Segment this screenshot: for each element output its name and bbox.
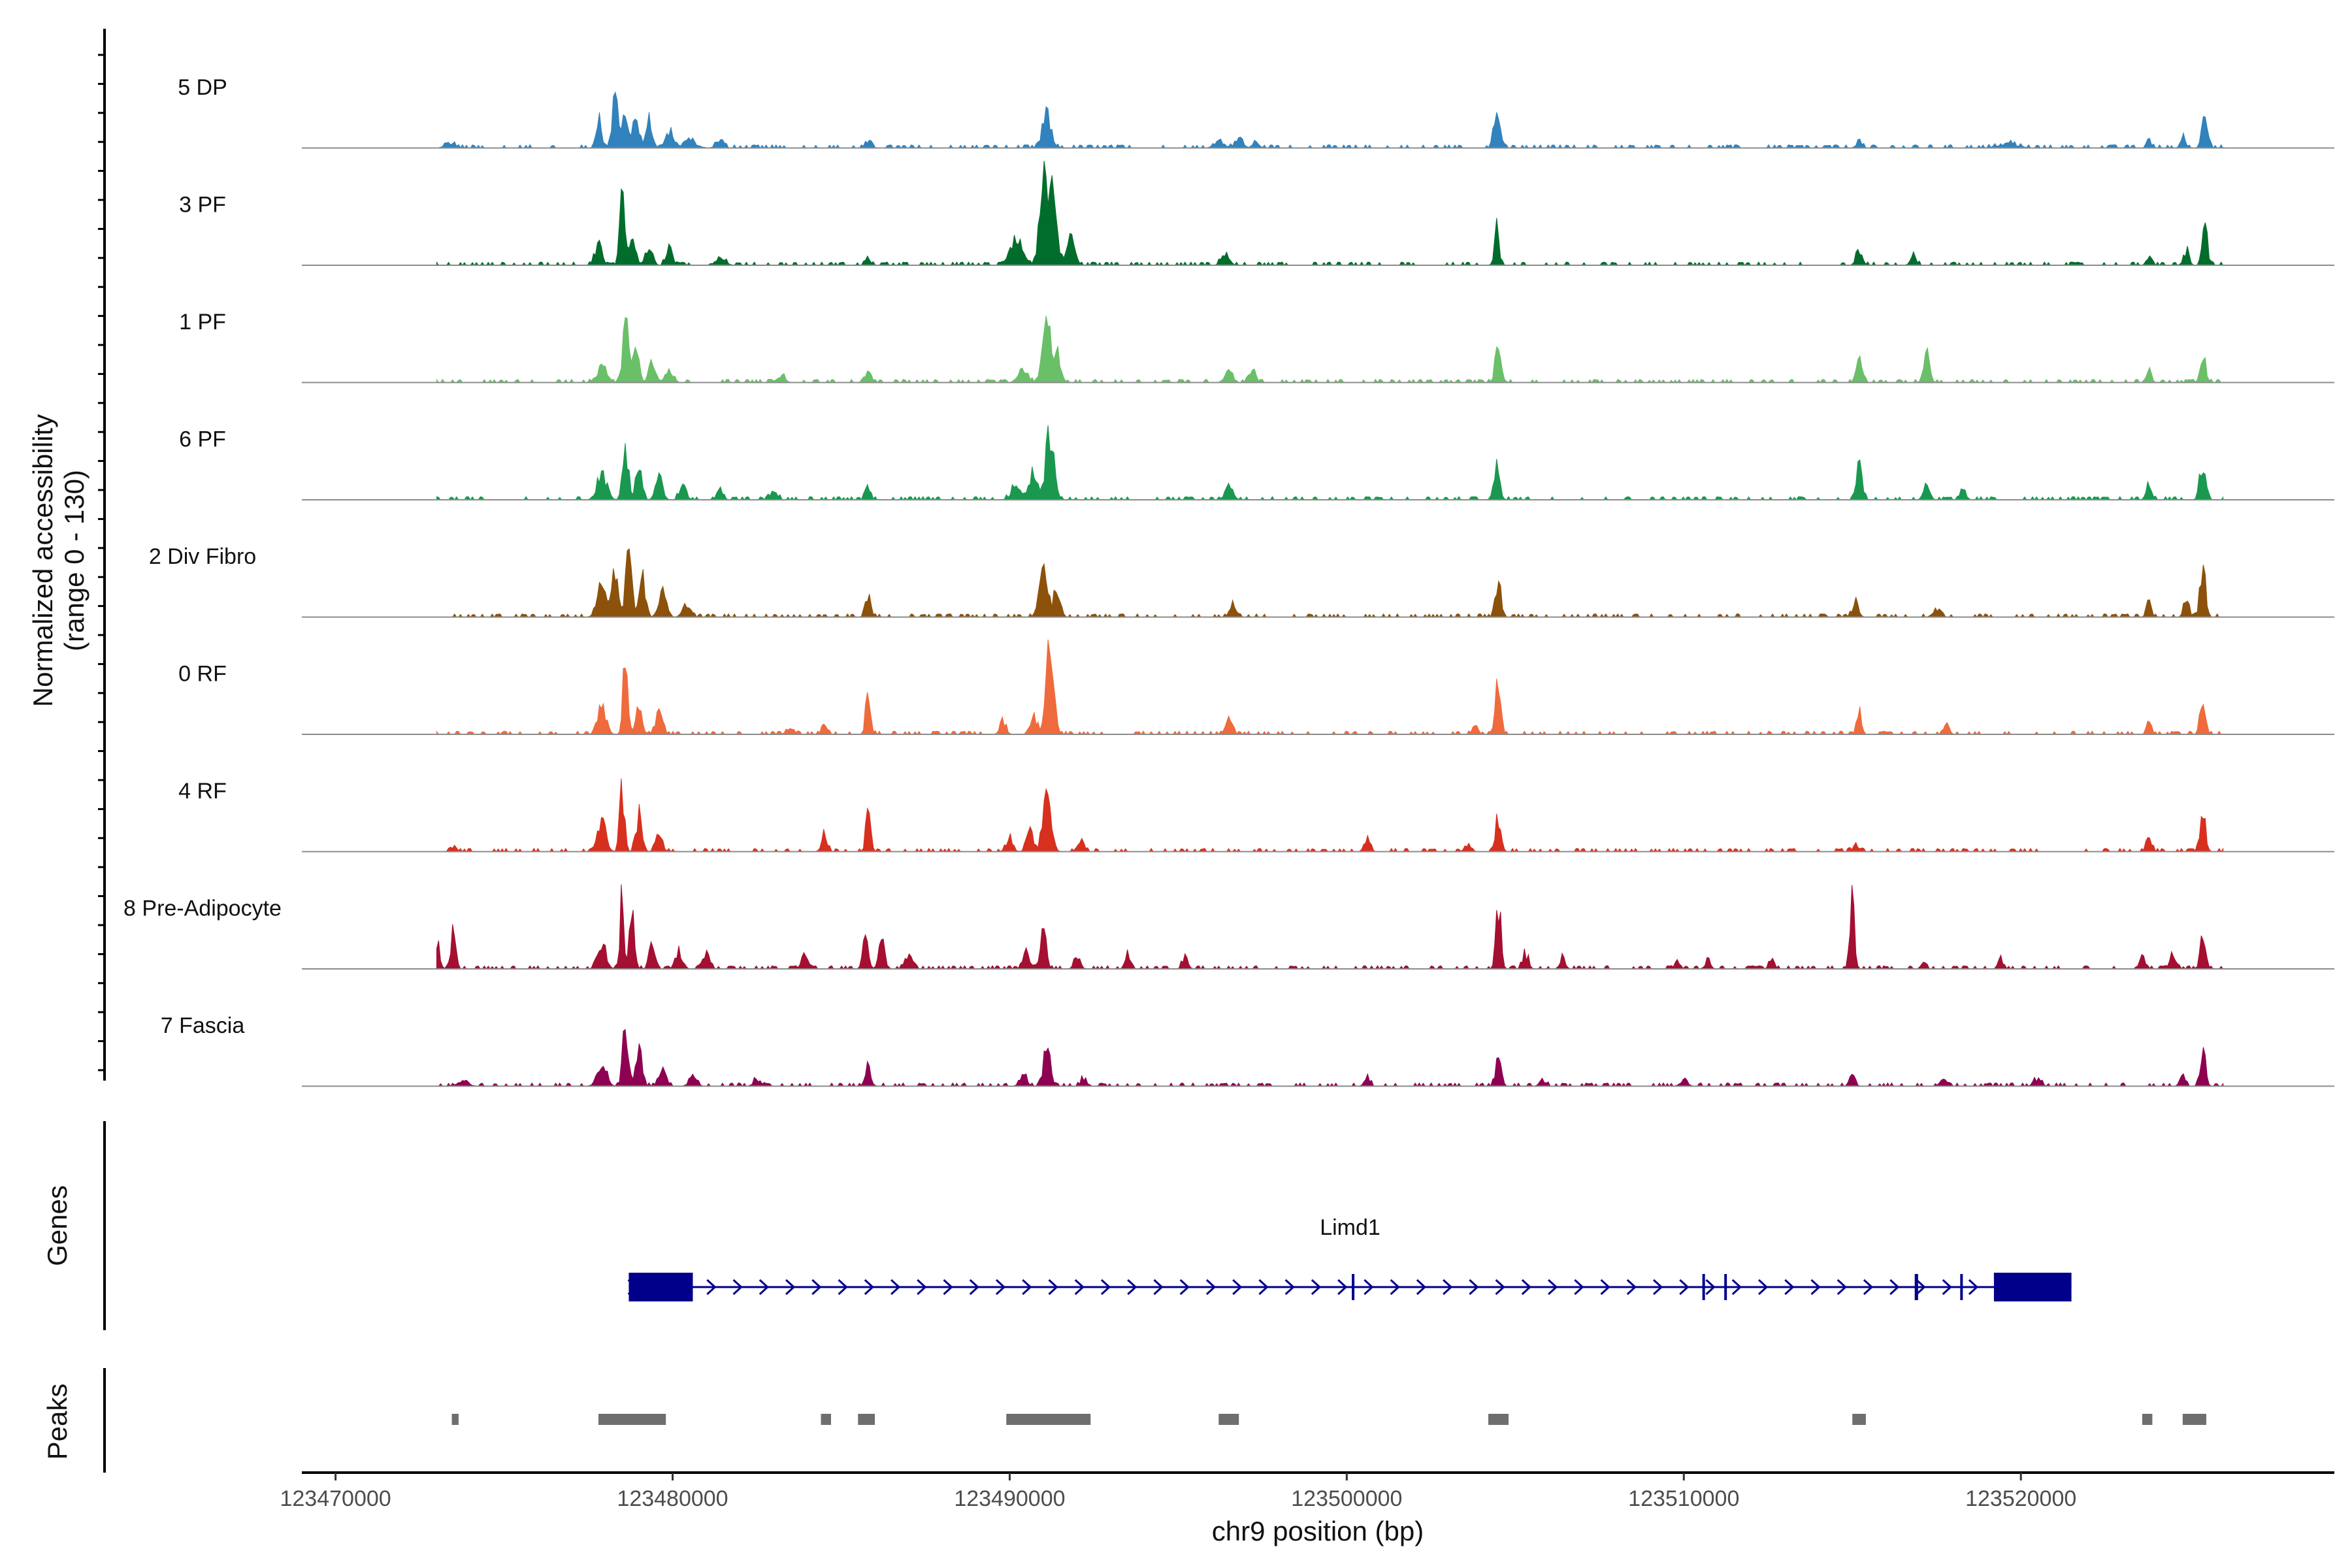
strand-arrow [1548, 1279, 1558, 1296]
peak-region [2142, 1414, 2153, 1425]
track-label: 4 RF [178, 779, 227, 804]
gene-exon [1914, 1274, 1918, 1300]
strand-arrow [1626, 1279, 1637, 1296]
strand-arrow [1284, 1279, 1295, 1296]
strand-arrow [917, 1279, 927, 1296]
peak-region [1852, 1414, 1866, 1425]
y-axis-title-line2: (range 0 - 130) [59, 470, 90, 651]
strand-arrow [1100, 1279, 1111, 1296]
strand-arrow [1311, 1279, 1322, 1296]
strand-arrow [1521, 1279, 1532, 1296]
gene-track [627, 1273, 2072, 1301]
track-label: 7 Fascia [161, 1013, 245, 1038]
strand-arrow [1337, 1279, 1348, 1296]
gene-exon [1702, 1274, 1705, 1300]
peaks-panel-label: Peaks [42, 1384, 73, 1460]
strand-arrow [1942, 1279, 1952, 1296]
strand-arrow [1837, 1279, 1847, 1296]
peak-region [2182, 1414, 2206, 1425]
x-axis-ticks: 123470000 123480000 123490000 123500000 1235… [280, 1473, 2076, 1511]
x-axis-tick-label: 123480000 [617, 1486, 728, 1511]
peak-region [1218, 1414, 1239, 1425]
strand-arrow [969, 1279, 979, 1296]
peak-region [821, 1414, 831, 1425]
strand-arrow [1757, 1279, 1769, 1296]
strand-arrow [1048, 1279, 1058, 1296]
strand-arrow [1390, 1279, 1400, 1296]
strand-arrow [1968, 1279, 1979, 1296]
strand-arrow [864, 1279, 874, 1296]
strand-arrow [1258, 1279, 1269, 1296]
strand-arrow [1784, 1279, 1795, 1296]
strand-arrow [1153, 1279, 1164, 1296]
peak-region [598, 1414, 666, 1425]
y-axis-title-line1: Normalized accessibility [27, 414, 58, 707]
gene-name-label: Limd1 [1320, 1215, 1380, 1240]
strand-arrow [1705, 1279, 1716, 1296]
strand-arrow [995, 1279, 1006, 1296]
track-label: 2 Div Fibro [149, 544, 256, 569]
strand-arrow [1653, 1279, 1663, 1296]
track-label: 3 PF [179, 193, 226, 218]
strand-arrow [706, 1279, 717, 1296]
strand-arrow [1916, 1279, 1926, 1296]
strand-arrow [1443, 1279, 1453, 1296]
x-axis-tick-label: 123490000 [954, 1486, 1065, 1511]
track-label: 8 Pre-Adipocyte [123, 896, 282, 921]
strand-arrow [1416, 1279, 1427, 1296]
peak-region [1006, 1414, 1091, 1425]
gene-exon [629, 1273, 693, 1301]
strand-arrow [1127, 1279, 1137, 1296]
track-signal [436, 425, 2224, 500]
strand-arrow [1889, 1279, 1900, 1296]
strand-arrow [1863, 1279, 1874, 1296]
strand-arrow [1600, 1279, 1610, 1296]
x-axis-tick-label: 123500000 [1291, 1486, 1402, 1511]
peak-region [858, 1414, 875, 1425]
gene-exon [1993, 1273, 2072, 1301]
track-label: 0 RF [178, 662, 227, 687]
strand-arrow [811, 1279, 822, 1296]
strand-arrow [1469, 1279, 1479, 1296]
x-axis-tick-label: 123470000 [280, 1486, 391, 1511]
strand-arrow [1810, 1279, 1821, 1296]
strand-arrow [1205, 1279, 1217, 1296]
strand-arrow [1022, 1279, 1032, 1296]
gene-exon [1724, 1274, 1727, 1300]
gene-exon [1960, 1274, 1963, 1300]
strand-arrow [1495, 1279, 1505, 1296]
strand-arrow [1232, 1279, 1243, 1296]
strand-arrow [732, 1279, 743, 1296]
x-axis-title: chr9 position (bp) [1212, 1516, 1424, 1546]
track-label: 6 PF [179, 427, 226, 452]
x-axis-tick-label: 123520000 [1965, 1486, 2076, 1511]
peak-region [451, 1414, 459, 1425]
coverage-y-axis [98, 29, 106, 1081]
strand-arrow [1574, 1279, 1584, 1296]
gene-exon [1352, 1274, 1355, 1300]
strand-arrow [1679, 1279, 1690, 1296]
x-axis-tick-label: 123510000 [1628, 1486, 1739, 1511]
peak-region [1488, 1414, 1509, 1425]
track-label: 1 PF [179, 310, 226, 335]
genes-panel-label: Genes [42, 1185, 73, 1266]
strand-arrow [890, 1279, 901, 1296]
coverage-tracks: 5 DP 3 PF 1 PF 6 PF 2 Div Fibro 0 RF 4 RF 8 Pre… [123, 75, 2334, 1087]
strand-arrow [759, 1279, 770, 1296]
strand-arrow [1179, 1279, 1190, 1296]
strand-arrow [1074, 1279, 1085, 1296]
strand-arrow [1731, 1279, 1742, 1296]
peaks-track [451, 1414, 2206, 1425]
track-label: 5 DP [178, 75, 227, 100]
strand-arrow [943, 1279, 953, 1296]
strand-arrow [1364, 1279, 1374, 1296]
strand-arrow [785, 1279, 796, 1296]
strand-arrow [838, 1279, 848, 1296]
